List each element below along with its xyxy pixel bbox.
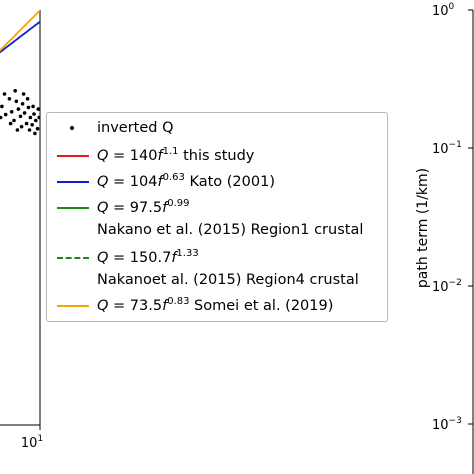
series-line-5: [0, 10, 40, 52]
legend-entry-nakano-region4-line2: Nakanoet al. (2015) Region4 crustal: [47, 271, 387, 293]
legend-swatch-green-dashed: [57, 257, 89, 259]
inverted-q-point: [30, 123, 34, 127]
inverted-q-point: [14, 99, 19, 104]
legend-label: Q = 97.5f0.99: [97, 198, 190, 216]
series-line-3: [0, 0, 51, 14]
inverted-q-point: [9, 110, 14, 114]
inverted-q-point: [28, 115, 33, 120]
right-plot-axes: 100 10−1 10−2 10−3 path term (1/km): [415, 2, 474, 474]
legend-swatch-orange: [57, 305, 89, 307]
legend-entry-this-study: Q = 140f1.1 this study: [47, 145, 387, 167]
inverted-q-point: [21, 92, 26, 96]
legend-entry-nakano-region4: Q = 150.7f1.33: [47, 247, 387, 269]
inverted-q-point: [24, 121, 29, 126]
inverted-q-point: [7, 97, 12, 101]
legend-entry-nakano-region1-line2: Nakano et al. (2015) Region1 crustal: [47, 221, 387, 243]
legend-label: inverted Q: [97, 120, 174, 136]
legend: inverted Q Q = 140f1.1 this study Q = 10…: [46, 112, 388, 322]
right-y-axis-label: path term (1/km): [415, 168, 431, 288]
inverted-q-point: [13, 89, 17, 93]
inverted-q-point: [33, 131, 37, 136]
legend-swatch-green: [57, 207, 89, 209]
legend-marker-dot: [70, 126, 74, 130]
left-x-ticks: 101: [21, 425, 43, 451]
legend-label: Q = 104f0.63 Kato (2001): [97, 172, 275, 190]
inverted-q-point: [31, 104, 35, 109]
right-y-ticks: 100 10−1 10−2 10−3: [432, 2, 473, 433]
inverted-q-point: [12, 118, 16, 123]
legend-entry-inverted-q: inverted Q: [47, 119, 387, 141]
inverted-q-point: [34, 118, 38, 123]
inverted-q-point: [27, 128, 32, 132]
inverted-q-point: [3, 112, 8, 117]
inverted-q-point: [26, 105, 31, 110]
inverted-q-point: [16, 107, 21, 111]
left-series-points: [0, 89, 40, 136]
inverted-q-point: [36, 107, 40, 111]
inverted-q-point: [35, 126, 40, 131]
inverted-q-point: [32, 112, 36, 116]
legend-label: Q = 150.7f1.33: [97, 248, 199, 266]
y-tick-label: 10−1: [432, 140, 462, 157]
inverted-q-point: [0, 115, 3, 120]
left-plot-axes: 101: [0, 0, 51, 451]
inverted-q-point: [2, 92, 7, 96]
series-line-2: [0, 20, 40, 54]
inverted-q-point: [20, 102, 25, 106]
legend-swatch-red: [57, 155, 89, 157]
left-series-lines: [0, 0, 51, 54]
legend-entry-nakano-region1: Q = 97.5f0.99: [47, 197, 387, 219]
x-tick-label: 101: [21, 434, 43, 451]
legend-swatch-blue: [57, 181, 89, 183]
inverted-q-point: [15, 128, 20, 132]
legend-entry-somei: Q = 73.5f0.83 Somei et al. (2019): [47, 295, 387, 317]
legend-label: Nakanoet al. (2015) Region4 crustal: [97, 272, 359, 288]
inverted-q-point: [0, 104, 4, 109]
inverted-q-point: [8, 121, 13, 126]
inverted-q-point: [18, 114, 23, 119]
legend-label: Q = 73.5f0.83 Somei et al. (2019): [97, 296, 334, 314]
inverted-q-point: [25, 97, 30, 101]
y-tick-label: 10−2: [432, 278, 462, 295]
inverted-q-point: [19, 124, 24, 129]
y-tick-label: 10−3: [432, 416, 462, 433]
y-tick-label: 100: [432, 2, 455, 19]
inverted-q-point: [22, 111, 27, 115]
inverted-q-point: [37, 115, 40, 120]
legend-entry-kato: Q = 104f0.63 Kato (2001): [47, 171, 387, 193]
legend-label: Q = 140f1.1 this study: [97, 146, 255, 164]
legend-label: Nakano et al. (2015) Region1 crustal: [97, 222, 364, 238]
